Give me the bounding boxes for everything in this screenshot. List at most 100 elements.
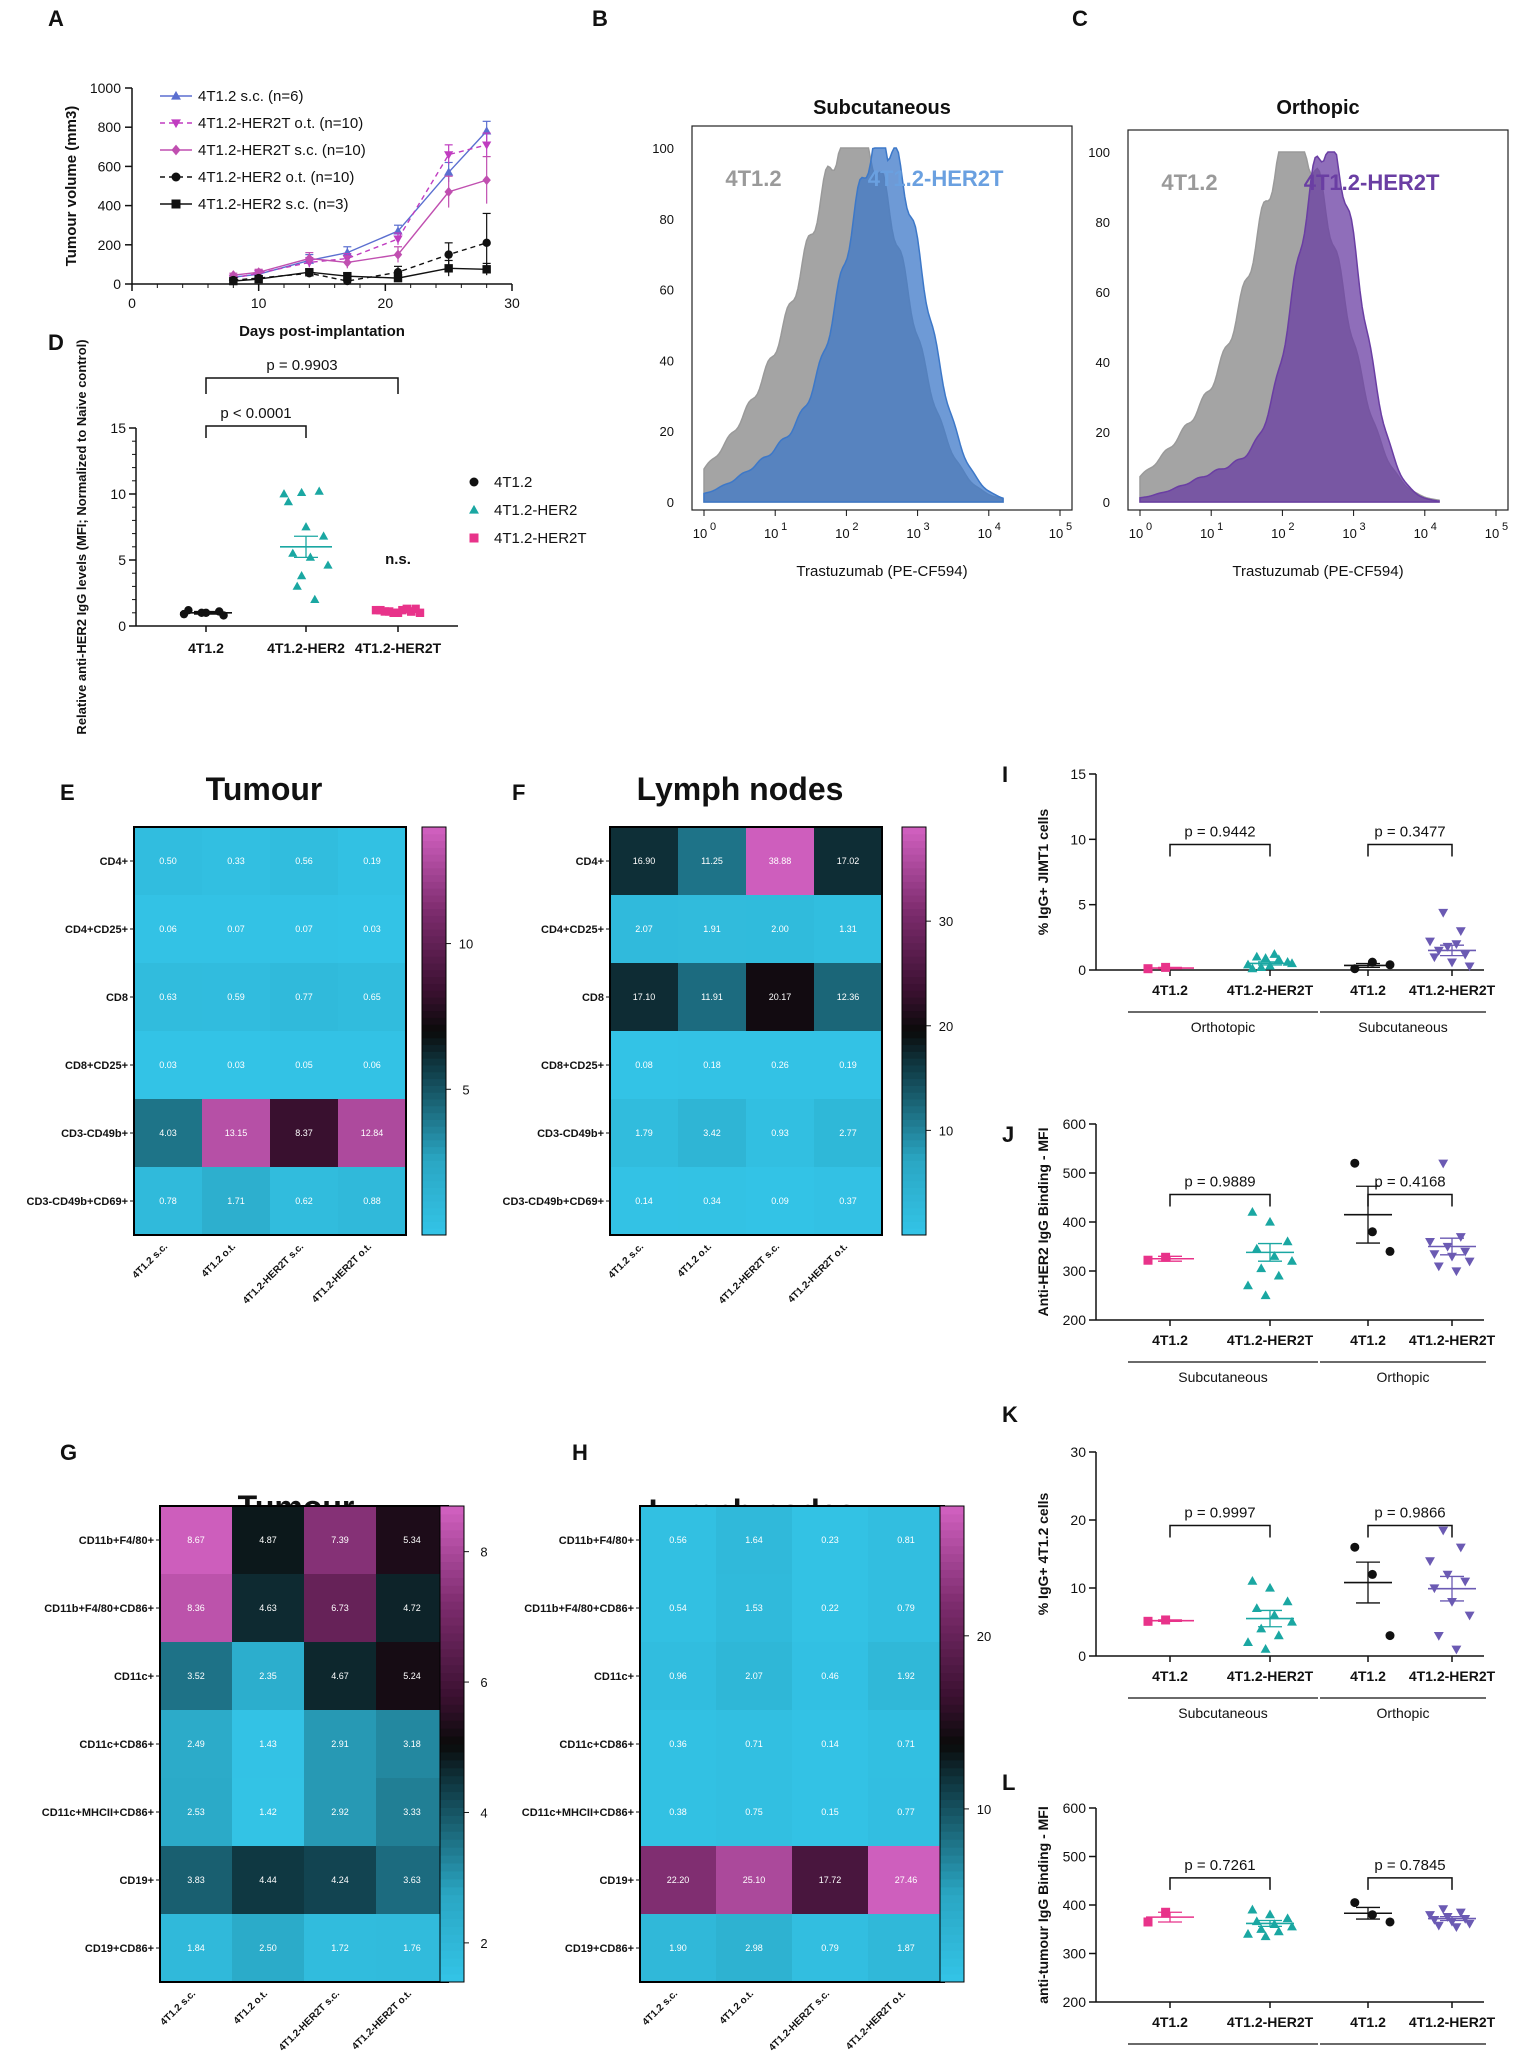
cell-value: 0.75 — [745, 1807, 763, 1817]
colorbar-frame — [939, 1505, 965, 1983]
x-tick-base: 10 — [1342, 526, 1356, 541]
p-value-annotation: p = 0.7261 — [1184, 1857, 1255, 1874]
row-label: CD11c+MHCII+CD86+ — [42, 1807, 154, 1819]
colorbar-segment — [422, 935, 446, 944]
heatmap-cell — [134, 1099, 202, 1167]
col-label: 4T1.2 s.c. — [641, 1988, 681, 2028]
heatmap-cell — [270, 827, 338, 895]
colorbar-segment — [440, 1688, 464, 1697]
x-tick-exponent: 4 — [995, 521, 1001, 533]
cell-value: 1.91 — [703, 924, 721, 934]
heatmap-cell — [678, 1167, 746, 1235]
colorbar-segment — [940, 1664, 964, 1674]
colorbar-segment — [940, 1799, 964, 1808]
cell-value: 17.02 — [837, 856, 860, 866]
cell-value: 0.79 — [821, 1943, 839, 1953]
x-tick-base: 10 — [1271, 526, 1285, 541]
heatmap-cell — [338, 895, 406, 963]
heatmap-cell — [376, 1574, 448, 1642]
colorbar-segment — [422, 963, 446, 971]
cell-value: 2.53 — [187, 1807, 205, 1817]
x-tick-label: 4T1.2-HER2T — [355, 640, 442, 656]
col-label: 4T1.2-HER2T o.t. — [844, 1988, 908, 2052]
cell-value: 3.33 — [403, 1807, 421, 1817]
heatmap-cell — [376, 1506, 448, 1574]
y-tick-label: 40 — [660, 353, 674, 368]
colorbar-segment — [422, 1139, 446, 1148]
legend-label: 4T1.2-HER2T s.c. (n=10) — [198, 142, 366, 159]
colorbar-tick-label: 20 — [977, 1629, 991, 1644]
group-label: Orthopic — [1377, 1369, 1430, 1385]
colorbar-segment — [902, 840, 926, 848]
row-label: CD11c+ — [114, 1671, 154, 1683]
col-label: 4T1.2-HER2T s.c. — [717, 1241, 782, 1306]
data-point — [1260, 1931, 1271, 1941]
colorbar-segment — [902, 901, 926, 910]
x-tick-label: 4T1.2 — [1152, 982, 1188, 998]
row-label: CD3-CD49b+CD69+ — [503, 1196, 604, 1208]
colorbar-segment — [902, 1031, 926, 1039]
legend-marker — [171, 172, 181, 182]
heatmap-cell — [610, 827, 678, 895]
p-value-annotation: p = 0.9866 — [1374, 1504, 1445, 1521]
colorbar-segment — [422, 895, 446, 903]
cell-value: 0.07 — [295, 924, 313, 934]
heatmap-cell — [338, 827, 406, 895]
colorbar-segment — [902, 1071, 926, 1080]
data-point — [1425, 1238, 1435, 1247]
cell-value: 4.44 — [259, 1875, 277, 1885]
col-label: 4T1.2-HER2T o.t. — [310, 1241, 374, 1305]
colorbar-segment — [902, 854, 926, 862]
y-tick-label: 800 — [98, 119, 122, 135]
data-point — [1265, 1582, 1275, 1592]
data-point — [1243, 1637, 1253, 1646]
x-tick-exponent: 3 — [1360, 521, 1366, 533]
colorbar-segment — [422, 1099, 446, 1107]
colorbar-segment — [940, 1823, 964, 1832]
heatmap-cell — [160, 1846, 232, 1914]
colorbar-segment — [902, 983, 926, 991]
col-label: 4T1.2 s.c. — [607, 1241, 647, 1281]
data-point — [415, 608, 425, 617]
colorbar-segment — [440, 1521, 464, 1531]
colorbar-segment — [940, 1958, 964, 1967]
data-point — [1282, 1913, 1293, 1923]
colorbar-segment — [422, 908, 446, 916]
chart-d: 0 5 10 15 Relative anti-HER2 IgG levels (MFI… — [74, 339, 587, 734]
cell-value: 3.18 — [403, 1739, 421, 1749]
group-label: Subcutaneous — [1358, 1019, 1448, 1035]
cell-value: 0.56 — [295, 856, 313, 866]
cell-value: 8.36 — [187, 1603, 205, 1613]
row-label: CD11c+MHCII+CD86+ — [522, 1807, 634, 1819]
y-tick-label: 60 — [660, 283, 674, 298]
chart-title: Subcutaneous — [813, 97, 951, 119]
data-point — [1256, 962, 1267, 971]
data-point — [393, 226, 403, 235]
cell-value: 0.37 — [839, 1196, 857, 1206]
y-tick-label: 0 — [113, 276, 121, 292]
colorbar-segment — [440, 1529, 464, 1539]
bracket — [1169, 1877, 1271, 1890]
colorbar-segment — [440, 1545, 464, 1555]
x-tick-label: 30 — [504, 295, 520, 311]
colorbar-segment — [902, 1201, 926, 1209]
colorbar-segment — [902, 915, 926, 923]
colorbar-segment — [940, 1783, 964, 1793]
histogram-1 — [703, 147, 1004, 503]
colorbar-segment — [440, 1728, 464, 1737]
heatmap-cell — [232, 1574, 304, 1642]
colorbar-segment — [902, 847, 926, 855]
colorbar-segment — [940, 1696, 964, 1705]
heatmap-cell — [338, 963, 406, 1031]
colorbar-segment — [440, 1704, 464, 1713]
colorbar-segment — [902, 997, 926, 1005]
colorbar-segment — [422, 1228, 446, 1236]
colorbar-segment — [422, 1160, 446, 1168]
colorbar-segment — [940, 1672, 964, 1682]
heatmap-cell — [304, 1642, 376, 1710]
cell-value: 1.31 — [839, 924, 857, 934]
cell-value: 1.53 — [745, 1603, 763, 1613]
cell-value: 0.06 — [363, 1060, 381, 1070]
data-point — [1451, 1645, 1462, 1655]
x-tick-exponent: 2 — [1288, 521, 1294, 533]
